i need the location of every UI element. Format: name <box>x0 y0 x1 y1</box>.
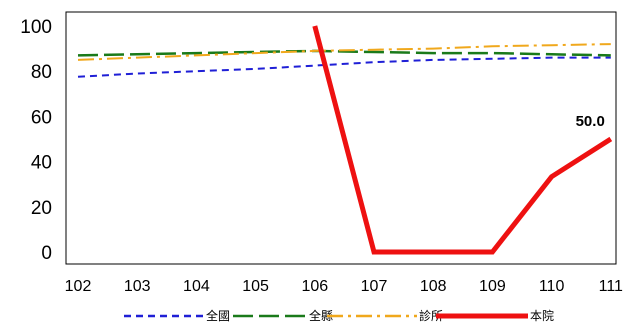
y-tick-label: 40 <box>31 153 52 174</box>
series-line-0 <box>77 56 611 78</box>
x-tick-label: 106 <box>301 278 328 295</box>
y-tick-label: 80 <box>31 62 52 83</box>
x-axis: 102 103 104 105 106 107 108 109 110 111 <box>65 278 623 295</box>
y-tick-label: 20 <box>31 198 52 219</box>
y-tick-label: 0 <box>41 243 52 264</box>
plot-frame <box>65 11 617 265</box>
y-axis: 0 20 40 60 80 100 <box>20 17 52 264</box>
legend-label: 全縣 <box>309 308 333 323</box>
series-line-2 <box>77 43 611 61</box>
series-lines <box>77 25 613 255</box>
x-tick-label: 103 <box>124 278 151 295</box>
x-tick-label: 108 <box>420 278 447 295</box>
legend-label: 診所 <box>419 308 443 323</box>
x-tick-label: 107 <box>361 278 388 295</box>
legend-label: 本院 <box>530 309 554 323</box>
x-tick-label: 110 <box>539 278 565 295</box>
series-line-1 <box>77 49 611 57</box>
y-tick-label: 100 <box>20 17 52 38</box>
x-tick-label: 104 <box>183 278 210 295</box>
legend-label: 全國 <box>206 308 230 323</box>
series-line-3 <box>312 25 613 255</box>
x-tick-label: 109 <box>479 278 506 295</box>
data-label: 50.0 <box>576 113 605 130</box>
x-tick-label: 111 <box>599 278 623 295</box>
data-labels: 50.0 <box>576 113 605 130</box>
y-tick-label: 60 <box>31 107 52 128</box>
x-tick-label: 105 <box>242 278 269 295</box>
legend: 全國 全縣 診所 本院 <box>124 308 554 323</box>
x-tick-label: 102 <box>65 278 92 295</box>
